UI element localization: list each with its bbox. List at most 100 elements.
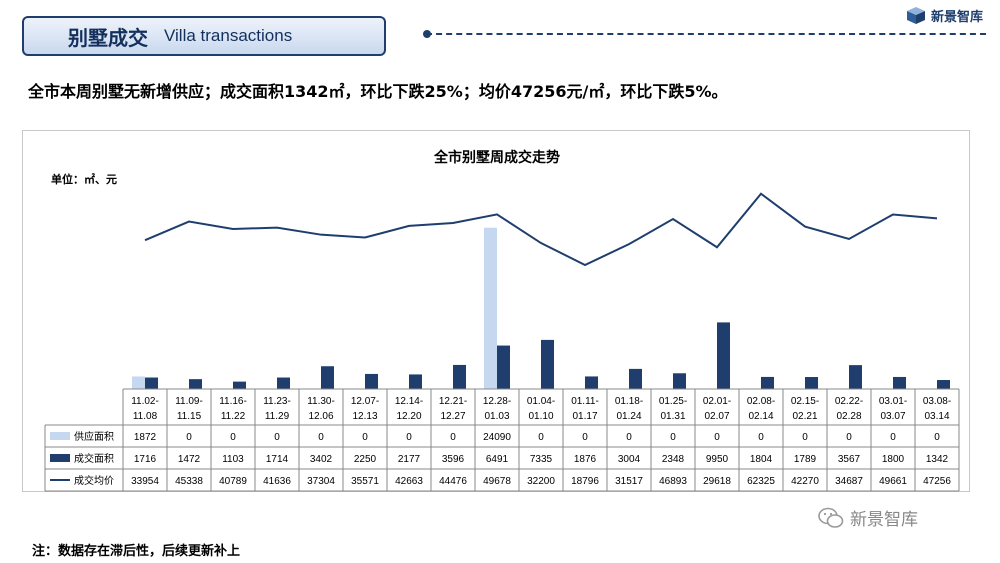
table-value: 35571: [351, 476, 379, 487]
table-value: 46893: [659, 476, 687, 487]
category-label: 02.08-: [747, 396, 775, 407]
area-bar: [365, 373, 378, 389]
table-value: 0: [846, 432, 852, 443]
chart-frame: 全市别墅周成交走势 单位：㎡、元 11.02- 11.08 11.09- 11.15 1…: [22, 130, 970, 492]
category-label: 01.24: [616, 411, 641, 422]
table-value: 0: [230, 432, 236, 443]
category-label: 11.16-: [219, 396, 247, 407]
area-bar: [145, 377, 158, 389]
table-value: 0: [538, 432, 544, 443]
table-value: 49678: [483, 476, 511, 487]
cube-logo-icon: [907, 7, 925, 24]
category-label: 02.07: [704, 411, 729, 422]
table-value: 0: [406, 432, 412, 443]
table-value: 42270: [791, 476, 819, 487]
category-label: 03.08-: [923, 396, 951, 407]
category-label: 11.22: [221, 411, 246, 422]
area-bar: [541, 339, 554, 389]
table-value: 1103: [222, 454, 244, 465]
table-value: 0: [582, 432, 588, 443]
wechat-watermark: 新景智库: [818, 505, 918, 530]
category-label: 11.15: [177, 411, 202, 422]
supply-bar: [132, 376, 145, 389]
table-value: 1800: [882, 454, 905, 465]
category-label: 02.28: [836, 411, 861, 422]
table-value: 0: [274, 432, 280, 443]
table-value: 62325: [747, 476, 775, 487]
category-label: 11.23-: [263, 396, 291, 407]
unit-label: 单位：㎡、元: [51, 173, 117, 186]
table-value: 0: [362, 432, 368, 443]
table-value: 0: [890, 432, 896, 443]
table-value: 49661: [879, 476, 907, 487]
table-value: 1804: [750, 454, 773, 465]
table-value: 31517: [615, 476, 643, 487]
dashed-divider: [426, 33, 986, 35]
category-label: 12.13: [352, 411, 377, 422]
area-bar: [189, 379, 202, 389]
section-title-en: Villa transactions: [164, 26, 293, 45]
category-label: 01.17: [572, 411, 597, 422]
table-value: 0: [934, 432, 940, 443]
area-bar: [937, 380, 950, 389]
price-line: [144, 192, 938, 267]
table-value: 41636: [263, 476, 291, 487]
table-value: 40789: [219, 476, 247, 487]
table-value: 0: [318, 432, 324, 443]
category-label: 12.07-: [351, 396, 379, 407]
legend-swatch: [50, 454, 70, 462]
table-value: 0: [450, 432, 456, 443]
table-value: 33954: [131, 476, 159, 487]
area-bar: [893, 376, 906, 389]
section-title-box: 别墅成交 Villa transactions: [22, 16, 386, 56]
category-label: 01.31: [660, 411, 685, 422]
table-value: 42663: [395, 476, 423, 487]
category-label: 02.21: [792, 411, 817, 422]
logo-text: 新景智库: [931, 9, 984, 25]
area-bar: [453, 364, 466, 389]
table-value: 24090: [483, 432, 511, 443]
table-value: 34687: [835, 476, 863, 487]
table-value: 6491: [486, 454, 509, 465]
table-value: 1342: [926, 454, 949, 465]
table-value: 3596: [442, 454, 465, 465]
table-value: 44476: [439, 476, 467, 487]
category-label: 01.03: [484, 411, 509, 422]
table-value: 0: [670, 432, 676, 443]
category-label: 12.06: [308, 411, 333, 422]
table-value: 3567: [838, 454, 861, 465]
legend-label: 成交面积: [74, 452, 114, 465]
table-value: 0: [186, 432, 192, 443]
category-label: 02.22-: [835, 396, 863, 407]
table-value: 0: [714, 432, 720, 443]
table-value: 0: [758, 432, 764, 443]
category-label: 02.01-: [703, 396, 731, 407]
category-label: 03.14: [924, 411, 949, 422]
category-label: 12.14-: [395, 396, 423, 407]
legend-label: 供应面积: [74, 430, 114, 443]
area-bar: [233, 381, 246, 389]
wechat-icon: [818, 507, 844, 528]
category-label: 12.28-: [483, 396, 511, 407]
table-value: 1872: [134, 432, 157, 443]
category-label: 12.20: [396, 411, 421, 422]
watermark-text: 新景智库: [850, 510, 918, 530]
table-value: 1714: [266, 454, 289, 465]
chart-svg: 11.02- 11.08 11.09- 11.15 11.16- 11.22 11.23- 1…: [44, 192, 960, 492]
area-bar: [849, 365, 862, 389]
area-bar: [629, 368, 642, 389]
category-label: 01.04-: [527, 396, 555, 407]
area-bar: [277, 377, 290, 389]
table-value: 3004: [618, 454, 641, 465]
category-label: 03.07: [880, 411, 905, 422]
area-bar: [673, 373, 686, 389]
supply-bar: [484, 227, 497, 389]
area-bar: [497, 345, 510, 389]
chart-title: 全市别墅周成交走势: [434, 150, 560, 166]
table-value: 32200: [527, 476, 555, 487]
table-value: 0: [802, 432, 808, 443]
category-label: 12.27: [440, 411, 465, 422]
category-label: 11.30-: [307, 396, 335, 407]
category-label: 11.09-: [175, 396, 203, 407]
area-bar: [585, 376, 598, 389]
